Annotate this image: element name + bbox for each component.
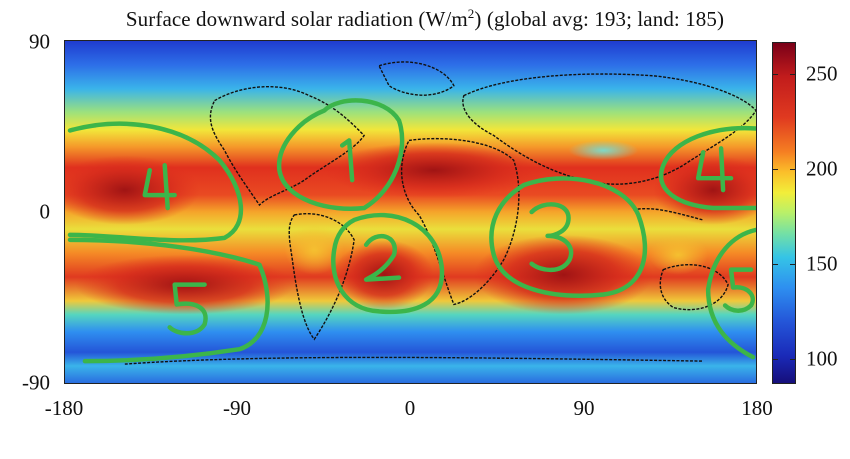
colorbar-tick-mark bbox=[790, 169, 796, 170]
annotation-loop-5-left bbox=[67, 237, 270, 364]
annotation-digit-5-right bbox=[722, 267, 755, 313]
indonesia-warm-patch bbox=[648, 234, 709, 275]
radiation-heatmap bbox=[65, 41, 756, 383]
tibet-cool-patch bbox=[568, 140, 639, 161]
x-tick-label: 90 bbox=[573, 396, 595, 420]
colorbar-tick-mark bbox=[772, 74, 778, 75]
colorbar bbox=[772, 42, 796, 384]
x-tick-label: -90 bbox=[223, 396, 251, 420]
colorbar-tick-mark bbox=[772, 359, 778, 360]
annotation-loop-5-right bbox=[705, 227, 756, 360]
radiation-map bbox=[64, 40, 757, 384]
x-tick-label: -180 bbox=[44, 396, 84, 420]
colorbar-tick-label: 250 bbox=[806, 61, 838, 86]
annotation-loop-4-right bbox=[659, 125, 756, 211]
map-title: Surface downward solar radiation (W/m2) … bbox=[0, 6, 850, 32]
map-title-suffix: ) (global avg: 193; land: 185) bbox=[474, 7, 725, 31]
map-title-superscript: 2 bbox=[467, 6, 475, 21]
annotation-digit-4-left bbox=[142, 163, 177, 211]
sahara-hot-zone bbox=[324, 142, 544, 199]
annotation-strokes bbox=[67, 98, 756, 364]
map-title-prefix: Surface downward solar radiation (W/m bbox=[125, 7, 468, 31]
colorbar-tick-mark bbox=[790, 359, 796, 360]
annotation-digits bbox=[142, 138, 755, 336]
y-tick-label: -90 bbox=[22, 370, 50, 395]
annotation-loop-1 bbox=[276, 98, 405, 211]
colorbar-tick-label: 200 bbox=[806, 156, 838, 181]
amazon-warm-patch bbox=[284, 224, 345, 275]
annotation-digit-3 bbox=[529, 202, 574, 273]
x-tick-label: 180 bbox=[741, 396, 773, 420]
annotation-loop-3 bbox=[489, 176, 648, 298]
colorbar-tick-label: 100 bbox=[806, 346, 838, 371]
annotation-digit-2 bbox=[363, 233, 402, 282]
annotation-loop-2 bbox=[331, 212, 445, 315]
annotation-digit-1 bbox=[339, 138, 355, 183]
colorbar-tick-label: 150 bbox=[806, 251, 838, 276]
x-tick-label: 0 bbox=[404, 396, 416, 420]
annotation-digit-5-left bbox=[167, 282, 208, 336]
annotation-digit-4-right bbox=[695, 146, 734, 193]
south-atlantic-hot-zone bbox=[334, 239, 434, 310]
indian-ocean-hot-zone bbox=[473, 234, 654, 315]
y-tick-label: 90 bbox=[29, 29, 50, 54]
colorbar-tick-mark bbox=[790, 264, 796, 265]
annotation-loop-4-left bbox=[67, 121, 244, 243]
colorbar-tick-mark bbox=[772, 169, 778, 170]
colorbar-tick-mark bbox=[790, 74, 796, 75]
y-tick-label: 0 bbox=[39, 199, 51, 224]
colorbar-tick-mark bbox=[772, 264, 778, 265]
